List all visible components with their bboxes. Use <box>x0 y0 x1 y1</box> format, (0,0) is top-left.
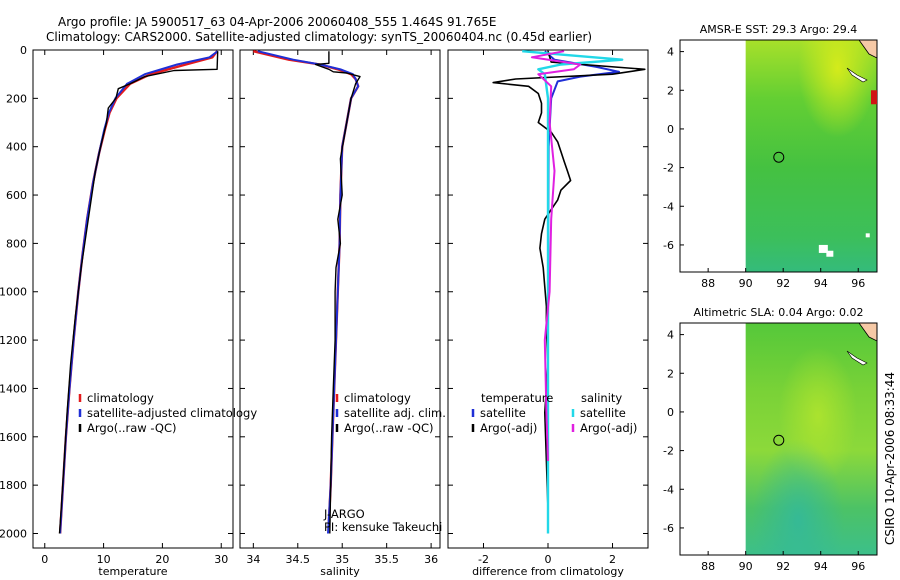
temperature-xtick-label: 10 <box>97 553 111 566</box>
pi-label: PI: kensuke Takeuchi <box>324 520 442 534</box>
legend-label: satellite <box>480 406 526 420</box>
temperature-ytick-label: 400 <box>6 141 27 154</box>
series-line-temperature-argo-adj- <box>492 50 646 534</box>
salinity-xtick-label: 34 <box>246 553 260 566</box>
sst-map-title: AMSR-E SST: 29.3 Argo: 29.4 <box>700 23 858 36</box>
legend-label: climatology <box>87 391 154 405</box>
sla-map-float-marker <box>773 434 785 446</box>
legend-label: climatology <box>344 391 411 405</box>
temperature-ytick-label: 0 <box>20 44 27 57</box>
series-line-satellite-adj-clim- <box>257 50 360 534</box>
sla-map-field-overlay <box>745 323 877 555</box>
temperature-xtick-label: 20 <box>155 553 169 566</box>
salinity-panel: 34 34.5 35 35.5 36 salinity climatologysatelli… <box>239 49 446 578</box>
sla-map-ytick-label: -6 <box>663 522 674 535</box>
series-line-salinity-argo-adj- <box>530 50 582 462</box>
sst-map-ytick-label: -2 <box>663 162 674 175</box>
sla-map-ytick-label: 0 <box>667 406 674 419</box>
temperature-ytick-label: 1000 <box>0 286 27 299</box>
temperature-ytick-label: 1600 <box>0 431 27 444</box>
sst-map-xtick-label: 96 <box>851 277 865 290</box>
sla-map-xtick-label: 94 <box>814 560 828 573</box>
sst-map-frame <box>679 39 878 273</box>
sst-map-xtick-label: 92 <box>776 277 790 290</box>
legend-title-temperature: temperature <box>481 391 553 405</box>
sla-map-xtick-label: 88 <box>701 560 715 573</box>
sst-map-xtick-label: 90 <box>739 277 753 290</box>
legend-label: Argo(-adj) <box>580 421 637 435</box>
difference-xtick-label: 0 <box>545 553 552 566</box>
legend-label: satellite-adjusted climatology <box>87 406 257 420</box>
sla-map-ytick-label: -4 <box>663 483 674 496</box>
salinity-xtick-label: 36 <box>424 553 438 566</box>
sla-map-ytick-label: 2 <box>667 367 674 380</box>
salinity-xtick-label: 34.5 <box>286 553 311 566</box>
sst-map-ytick-label: 4 <box>667 46 674 59</box>
difference-xtick-label: 2 <box>609 553 616 566</box>
sla-map-title: Altimetric SLA: 0.04 Argo: 0.02 <box>693 306 863 319</box>
sst-missing-patch <box>826 250 834 257</box>
temperature-ytick-label: 1200 <box>0 334 27 347</box>
sla-map-ytick-label: 4 <box>667 329 674 342</box>
series-line-climatology <box>58 50 219 534</box>
series-line-satellite-adjusted-climatology <box>59 50 219 534</box>
platform-label: J-ARGO <box>323 507 365 521</box>
sla-map-xtick-label: 90 <box>739 560 753 573</box>
legend-label: Argo(..raw -QC) <box>344 421 434 435</box>
salinity-xlabel: salinity <box>320 565 360 578</box>
temperature-ytick-label: 2000 <box>0 527 27 540</box>
sst-map-island <box>846 67 868 83</box>
sla-map-frame <box>679 322 878 556</box>
series-line-salinity-satellite <box>522 50 624 534</box>
sst-map-ytick-label: 0 <box>667 123 674 136</box>
sst-map-ytick-label: 2 <box>667 84 674 97</box>
sla-map-ytick-label: -2 <box>663 445 674 458</box>
temperature-xtick-label: 0 <box>41 553 48 566</box>
difference-xlabel: difference from climatology <box>472 565 624 578</box>
sla-map-panel: Altimetric SLA: 0.04 Argo: 0.02 88 90 92 94 9… <box>663 306 878 573</box>
series-line-climatology <box>253 50 360 522</box>
salinity-frame <box>239 49 441 549</box>
legend-label: satellite <box>580 406 626 420</box>
temperature-ytick-label: 1400 <box>0 382 27 395</box>
temperature-xtick-label: 30 <box>214 553 228 566</box>
temperature-ytick-label: 200 <box>6 92 27 105</box>
sst-missing-patch <box>865 233 870 238</box>
sst-map-field-overlay <box>745 40 877 272</box>
figure-subtitle: Climatology: CARS2000. Satellite-adjuste… <box>46 30 592 44</box>
legend-label: Argo(..raw -QC) <box>87 421 177 435</box>
legend-label: Argo(-adj) <box>480 421 537 435</box>
salinity-xtick-label: 35.5 <box>374 553 399 566</box>
sst-map-xtick-label: 88 <box>701 277 715 290</box>
difference-xtick-label: -2 <box>478 553 489 566</box>
sst-map-ytick-label: -4 <box>663 200 674 213</box>
sst-map-panel: AMSR-E SST: 29.3 Argo: 29.4 88 90 92 94 96 4 2 0… <box>663 23 878 290</box>
temperature-ytick-label: 600 <box>6 189 27 202</box>
sst-map-ytick-label: -6 <box>663 239 674 252</box>
sla-map-island <box>846 350 868 366</box>
temperature-xlabel: temperature <box>98 565 167 578</box>
sst-map-xtick-label: 94 <box>814 277 828 290</box>
temperature-frame <box>32 49 234 549</box>
credit-label: CSIRO 10-Apr-2006 08:33:44 <box>883 372 897 545</box>
series-line-temperature-satellite <box>544 50 620 534</box>
sst-missing-patch <box>818 244 828 253</box>
figure-title: Argo profile: JA 5900517_63 04-Apr-2006 … <box>58 15 497 29</box>
temperature-ytick-label: 800 <box>6 237 27 250</box>
salinity-xtick-label: 35 <box>335 553 349 566</box>
legend-title-salinity: salinity <box>581 391 622 405</box>
legend-label: satellite adj. clim. <box>344 406 446 420</box>
temperature-ytick-label: 1800 <box>0 479 27 492</box>
sla-map-xtick-label: 96 <box>851 560 865 573</box>
sst-warm-patch <box>871 90 877 105</box>
series-line-argo-raw-qc- <box>58 51 219 534</box>
series-line-argo-raw-qc- <box>314 51 361 534</box>
sla-map-xtick-label: 92 <box>776 560 790 573</box>
sst-map-float-marker <box>773 151 785 163</box>
temperature-panel: 0 10 20 30 0 200 400 600 800 1000 1200 1400 1600 1800… <box>0 44 257 578</box>
